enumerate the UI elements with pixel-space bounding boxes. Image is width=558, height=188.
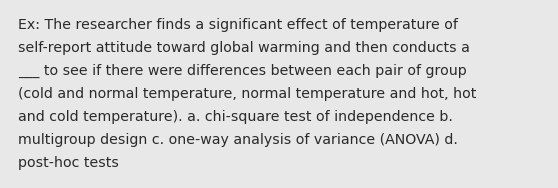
Text: and cold temperature). a. chi-square test of independence b.: and cold temperature). a. chi-square tes… [18,110,453,124]
Text: Ex: The researcher finds a significant effect of temperature of: Ex: The researcher finds a significant e… [18,18,458,32]
Text: post-hoc tests: post-hoc tests [18,156,119,170]
Text: (cold and normal temperature, normal temperature and hot, hot: (cold and normal temperature, normal tem… [18,87,477,101]
Text: multigroup design c. one-way analysis of variance (ANOVA) d.: multigroup design c. one-way analysis of… [18,133,458,147]
Text: self-report attitude toward global warming and then conducts a: self-report attitude toward global warmi… [18,41,470,55]
Text: ___ to see if there were differences between each pair of group: ___ to see if there were differences bet… [18,64,466,78]
